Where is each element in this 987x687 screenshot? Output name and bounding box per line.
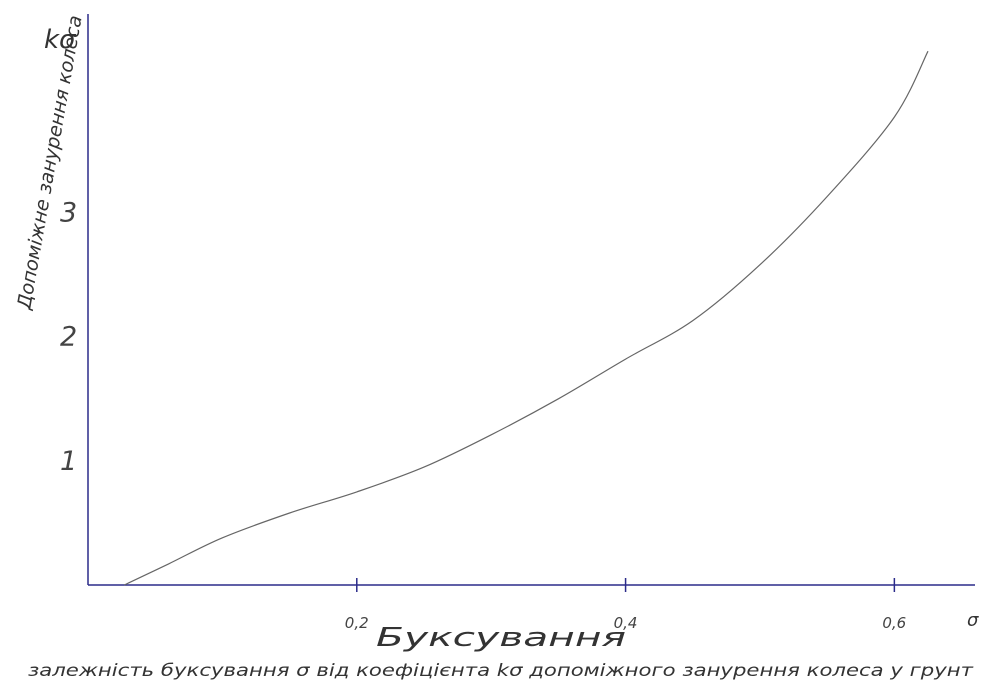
- y-tick-label-0: 1: [60, 446, 77, 477]
- y-axis-title: Допоміжне занурення колеса: [13, 14, 87, 312]
- y-tick-label-2: 3: [60, 198, 77, 229]
- x-axis-title: Буксування: [376, 623, 626, 653]
- axes: [87, 14, 975, 586]
- data-curve: [124, 50, 929, 586]
- x-axis-symbol: σ: [967, 610, 979, 631]
- x-tick-label-1: 0,4: [614, 614, 638, 632]
- x-tick-label-0: 0,2: [345, 614, 369, 632]
- y-tick-label-1: 2: [60, 322, 77, 353]
- x-tick-label-2: 0,6: [882, 614, 906, 632]
- y-ticks: 1 2 3: [60, 198, 77, 477]
- x-ticks: 0,2 0,4 0,6: [345, 578, 906, 632]
- y-axis-symbol: kσ: [44, 25, 77, 55]
- chart-caption: залежність буксування σ від коефіцієнта …: [28, 661, 974, 681]
